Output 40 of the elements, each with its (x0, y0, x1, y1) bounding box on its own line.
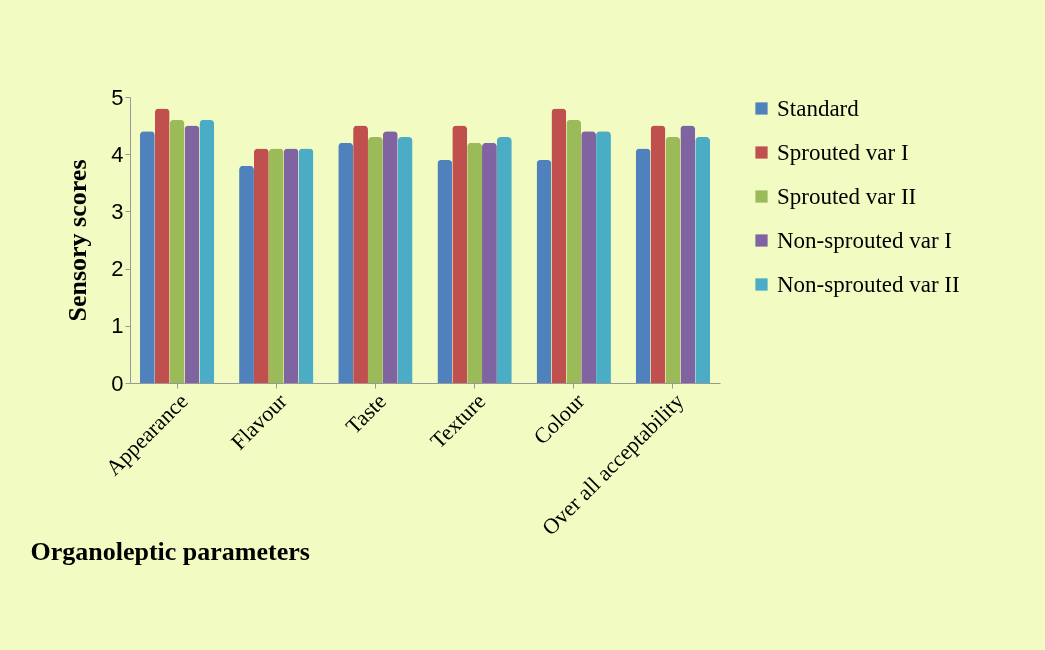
bar (665, 137, 681, 383)
bar (581, 131, 597, 383)
bar (253, 148, 269, 383)
bar (452, 125, 468, 383)
legend-label: Non-sprouted var II (777, 271, 960, 297)
bar (496, 137, 512, 383)
bar (283, 148, 299, 383)
bar (680, 125, 696, 383)
x-axis-title: Organoleptic parameters (30, 537, 310, 567)
bar (169, 119, 185, 383)
y-tick-label: 1 (111, 313, 124, 339)
bar (536, 159, 552, 383)
legend-label: Standard (777, 95, 860, 121)
bar (184, 125, 200, 383)
bar (382, 131, 398, 383)
bar (635, 148, 651, 383)
bar (551, 108, 567, 383)
bar (298, 148, 314, 383)
bar (139, 131, 155, 383)
legend-label: Sprouted var I (777, 139, 909, 165)
y-tick-label: 3 (111, 198, 124, 224)
legend-label: Sprouted var II (777, 183, 917, 209)
y-tick-label: 4 (111, 141, 124, 167)
y-tick-label: 0 (111, 370, 124, 396)
bar (199, 119, 215, 383)
bar (437, 159, 453, 383)
bar (154, 108, 170, 383)
bar (467, 142, 483, 383)
bar (268, 148, 284, 383)
y-tick-label: 5 (111, 84, 124, 110)
y-tick-label: 2 (111, 256, 124, 282)
bar (695, 137, 711, 383)
bar (566, 119, 582, 383)
bar (338, 142, 354, 383)
bar (397, 137, 413, 383)
x-tick-label: Taste (340, 388, 391, 439)
legend-label: Non-sprouted var I (777, 227, 953, 253)
bar (650, 125, 666, 383)
y-axis-title: Sensory scores (63, 159, 93, 322)
bar (367, 137, 383, 383)
